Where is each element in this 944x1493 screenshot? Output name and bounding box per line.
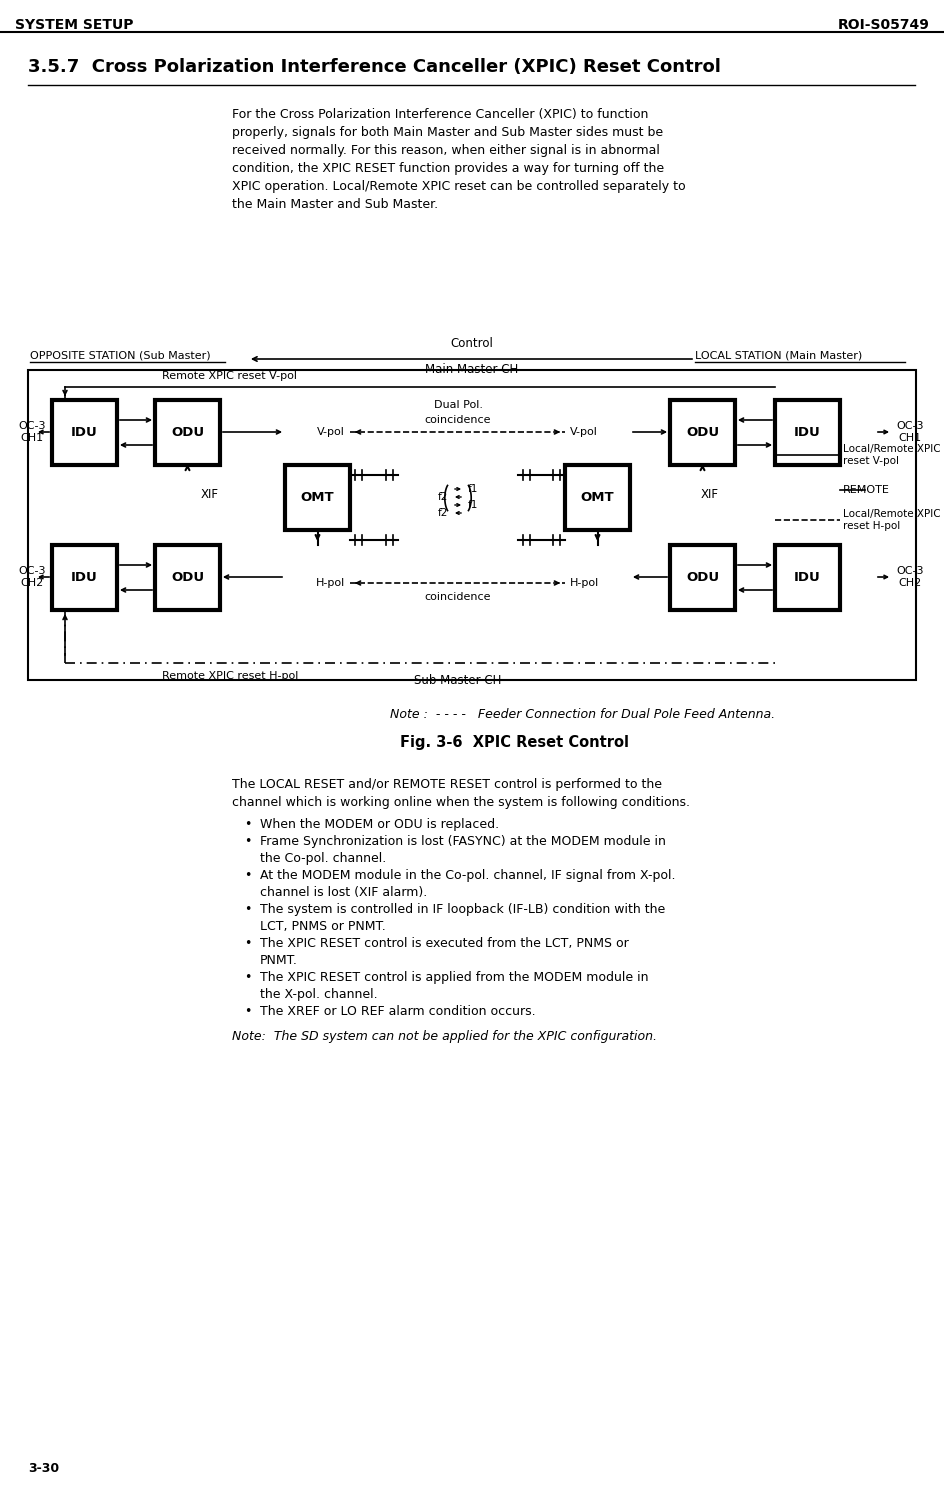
Text: IDU: IDU: [793, 570, 820, 584]
Text: •: •: [244, 835, 251, 848]
Text: Frame Synchronization is lost (FASYNC) at the MODEM module in: Frame Synchronization is lost (FASYNC) a…: [260, 835, 666, 848]
Text: LCT, PNMS or PNMT.: LCT, PNMS or PNMT.: [260, 920, 385, 933]
Text: PNMT.: PNMT.: [260, 954, 297, 967]
Text: f2: f2: [437, 508, 447, 518]
Text: OC-3
CH1: OC-3 CH1: [18, 421, 45, 443]
Text: 3.5.7  Cross Polarization Interference Canceller (XPIC) Reset Control: 3.5.7 Cross Polarization Interference Ca…: [28, 58, 720, 76]
Text: The XPIC RESET control is applied from the MODEM module in: The XPIC RESET control is applied from t…: [260, 970, 648, 984]
Text: LOCAL STATION (Main Master): LOCAL STATION (Main Master): [694, 349, 861, 360]
Text: properly, signals for both Main Master and Sub Master sides must be: properly, signals for both Main Master a…: [232, 125, 663, 139]
Text: H-pol: H-pol: [315, 578, 345, 588]
Text: SYSTEM SETUP: SYSTEM SETUP: [15, 18, 133, 31]
Text: ODU: ODU: [685, 570, 718, 584]
Text: V-pol: V-pol: [317, 427, 345, 437]
Text: Sub Master CH: Sub Master CH: [413, 673, 501, 687]
Text: ODU: ODU: [171, 426, 204, 439]
Text: Fig. 3-6  XPIC Reset Control: Fig. 3-6 XPIC Reset Control: [399, 735, 629, 749]
Text: For the Cross Polarization Interference Canceller (XPIC) to function: For the Cross Polarization Interference …: [232, 107, 648, 121]
Text: V-pol: V-pol: [569, 427, 598, 437]
Bar: [774, 400, 839, 464]
Text: Note:  The SD system can not be applied for the XPIC configuration.: Note: The SD system can not be applied f…: [232, 1030, 656, 1044]
Bar: [397, 388, 517, 652]
Text: At the MODEM module in the Co-pol. channel, IF signal from X-pol.: At the MODEM module in the Co-pol. chann…: [260, 869, 675, 882]
Text: Remote XPIC reset H-pol: Remote XPIC reset H-pol: [161, 670, 298, 681]
Text: OC-3
CH1: OC-3 CH1: [895, 421, 923, 443]
Bar: [669, 545, 734, 611]
Text: the Co-pol. channel.: the Co-pol. channel.: [260, 853, 386, 864]
Text: •: •: [244, 1005, 251, 1018]
Bar: [155, 545, 220, 611]
Text: OPPOSITE STATION (Sub Master): OPPOSITE STATION (Sub Master): [30, 349, 211, 360]
Text: Control: Control: [450, 337, 493, 349]
Text: The system is controlled in IF loopback (IF-LB) condition with the: The system is controlled in IF loopback …: [260, 903, 665, 917]
Bar: [774, 545, 839, 611]
Text: the X-pol. channel.: the X-pol. channel.: [260, 988, 378, 1000]
Text: REMOTE: REMOTE: [842, 485, 889, 496]
Text: The XPIC RESET control is executed from the LCT, PNMS or: The XPIC RESET control is executed from …: [260, 938, 628, 950]
Text: f2: f2: [437, 493, 447, 502]
Bar: [285, 464, 349, 530]
Text: •: •: [244, 818, 251, 832]
Text: IDU: IDU: [71, 570, 98, 584]
Text: IDU: IDU: [71, 426, 98, 439]
Text: f1: f1: [467, 484, 478, 494]
Bar: [565, 464, 630, 530]
Bar: [28, 370, 915, 679]
Text: coincidence: coincidence: [424, 415, 490, 426]
Text: XIF: XIF: [700, 488, 718, 502]
Text: Remote XPIC reset V-pol: Remote XPIC reset V-pol: [162, 370, 297, 381]
Text: The LOCAL RESET and/or REMOTE RESET control is performed to the: The LOCAL RESET and/or REMOTE RESET cont…: [232, 778, 662, 791]
Text: f1: f1: [467, 500, 478, 511]
Text: condition, the XPIC RESET function provides a way for turning off the: condition, the XPIC RESET function provi…: [232, 163, 664, 175]
Text: OMT: OMT: [580, 491, 614, 505]
Text: ROI-S05749: ROI-S05749: [837, 18, 929, 31]
Text: OC-3
CH2: OC-3 CH2: [895, 566, 923, 588]
Text: Local/Remote XPIC
reset H-pol: Local/Remote XPIC reset H-pol: [842, 509, 939, 532]
Text: OC-3
CH2: OC-3 CH2: [18, 566, 45, 588]
Bar: [52, 400, 117, 464]
Text: •: •: [244, 869, 251, 882]
Text: Main Master CH: Main Master CH: [425, 363, 518, 376]
Text: received normally. For this reason, when either signal is in abnormal: received normally. For this reason, when…: [232, 143, 659, 157]
Text: ODU: ODU: [685, 426, 718, 439]
Text: Dual Pol.: Dual Pol.: [433, 400, 482, 411]
Text: XIF: XIF: [201, 488, 219, 502]
Text: channel is lost (XIF alarm).: channel is lost (XIF alarm).: [260, 885, 427, 899]
Text: 3-30: 3-30: [28, 1462, 59, 1475]
Text: •: •: [244, 903, 251, 917]
Bar: [52, 545, 117, 611]
Text: the Main Master and Sub Master.: the Main Master and Sub Master.: [232, 199, 438, 211]
Text: The XREF or LO REF alarm condition occurs.: The XREF or LO REF alarm condition occur…: [260, 1005, 535, 1018]
Text: XPIC operation. Local/Remote XPIC reset can be controlled separately to: XPIC operation. Local/Remote XPIC reset …: [232, 181, 685, 193]
Text: •: •: [244, 970, 251, 984]
Text: Local/Remote XPIC
reset V-pol: Local/Remote XPIC reset V-pol: [842, 445, 939, 466]
Text: IDU: IDU: [793, 426, 820, 439]
Text: H-pol: H-pol: [569, 578, 598, 588]
Text: channel which is working online when the system is following conditions.: channel which is working online when the…: [232, 796, 689, 809]
Text: coincidence: coincidence: [424, 593, 490, 602]
Text: OMT: OMT: [300, 491, 334, 505]
Bar: [155, 400, 220, 464]
Text: Note :  - - - -   Feeder Connection for Dual Pole Feed Antenna.: Note : - - - - Feeder Connection for Dua…: [390, 708, 774, 721]
Bar: [669, 400, 734, 464]
Text: When the MODEM or ODU is replaced.: When the MODEM or ODU is replaced.: [260, 818, 498, 832]
Text: ODU: ODU: [171, 570, 204, 584]
Text: •: •: [244, 938, 251, 950]
